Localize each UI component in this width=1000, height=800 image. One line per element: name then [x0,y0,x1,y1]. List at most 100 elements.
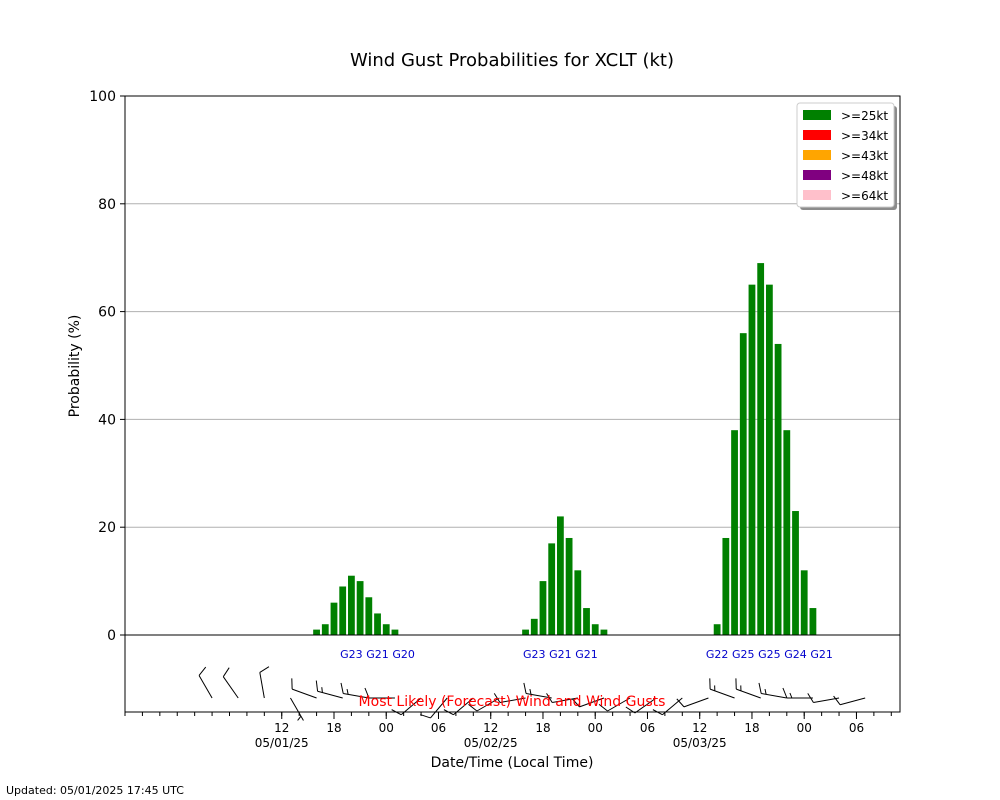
barb-flag-full [625,706,636,714]
barb-flag-full [807,693,814,703]
barb-flag-full [758,682,762,694]
bar [556,516,564,635]
barb-flag-full [598,703,608,712]
bar [600,629,608,635]
wind-barb [758,682,787,699]
x-axis-label: Date/Time (Local Time) [431,755,594,771]
barb-shaft [579,697,605,708]
barb-flag-half [714,685,716,691]
wind-barb [468,697,500,712]
wind-barb [546,693,578,704]
wind-barb [735,678,761,699]
barb-shaft [317,690,343,699]
legend-swatch [803,150,831,160]
gust-label: G23 [523,648,546,661]
barb-shaft [607,697,631,712]
barb-flag-half [346,688,349,695]
wind-barb [709,678,735,699]
y-tick-label: 60 [98,305,116,321]
legend-label: >=34kt [841,129,888,143]
bars [313,263,817,635]
wind-barb [291,678,317,699]
x-tick-label: 06 [431,721,446,735]
wind-barb [782,687,813,699]
bar [321,624,329,635]
barb-flag-full [571,698,580,708]
barb-shaft [525,692,552,699]
barb-shaft [290,697,304,721]
barb-shaft [761,692,787,699]
x-tick-label: 12 [274,721,289,735]
gust-label: G20 [392,648,415,661]
barb-shaft [198,675,213,699]
bar [739,333,747,635]
wind-barb [598,697,631,712]
barb-flag-full [735,678,737,690]
gust-label: G21 [366,648,389,661]
y-axis-label: Probability (%) [67,315,83,418]
barb-flag-full [259,666,270,673]
barb-shaft [343,692,369,699]
wind-barb [625,697,657,714]
gust-label: G25 [732,648,755,661]
wind-barb [493,693,526,704]
x-date-label: 05/02/25 [464,736,518,750]
barb-flag-half [740,685,742,691]
gust-label: G22 [706,648,729,661]
gust-label: G24 [784,648,807,661]
wind-barb [571,697,605,708]
barb-flag-full [291,678,293,690]
bar [748,284,756,635]
y-tick-label: 100 [89,89,116,105]
chart-title: Wind Gust Probabilities for XCLT (kt) [350,50,674,71]
bar [330,602,338,635]
bar [565,537,573,635]
legend-label: >=43kt [841,149,888,163]
barb-flag-full [364,687,370,699]
x-tick-label: 00 [797,721,812,735]
barb-flag-half [321,687,323,693]
bar [757,263,765,635]
barb-flag-full [391,709,402,716]
barb-flag-full [420,714,431,719]
barb-shaft [552,697,578,704]
bar [530,618,538,635]
updated-timestamp: Updated: 05/01/2025 17:45 UTC [6,784,184,797]
barb-shaft [430,697,448,719]
barb-flag-half [764,688,767,695]
barb-flag-full [546,693,553,703]
wind-barb [391,697,422,716]
x-tick-label: 06 [849,721,864,735]
barb-flag-full [340,682,344,694]
barb-shaft [453,697,474,716]
barb-shaft [839,697,866,706]
x-tick-label: 12 [483,721,498,735]
barb-shaft [476,697,500,712]
barb-flag-full [652,709,663,716]
barb-flag-full [493,693,501,703]
legend-swatch [803,170,831,180]
barb-shaft [634,697,657,714]
wind-barb [290,697,304,721]
wind-barb [340,682,369,699]
barb-shaft [291,688,317,699]
wind-barb [222,667,239,699]
wind-barbs [198,666,866,721]
barb-flag-half [529,688,532,695]
y-tick-label: 40 [98,412,116,428]
wind-barb [443,697,474,716]
barb-flag-full [315,680,319,692]
barb-shaft [400,697,422,716]
gust-label: G21 [549,648,572,661]
barb-flag-full [523,682,527,694]
y-tick-label: 80 [98,197,116,213]
barb-shaft [499,697,526,704]
plot-frame [124,95,901,713]
barb-flag-full [443,709,454,716]
bar [382,624,390,635]
gust-label: G25 [758,648,781,661]
wind-barb [807,693,840,704]
legend-label: >=48kt [841,169,888,183]
